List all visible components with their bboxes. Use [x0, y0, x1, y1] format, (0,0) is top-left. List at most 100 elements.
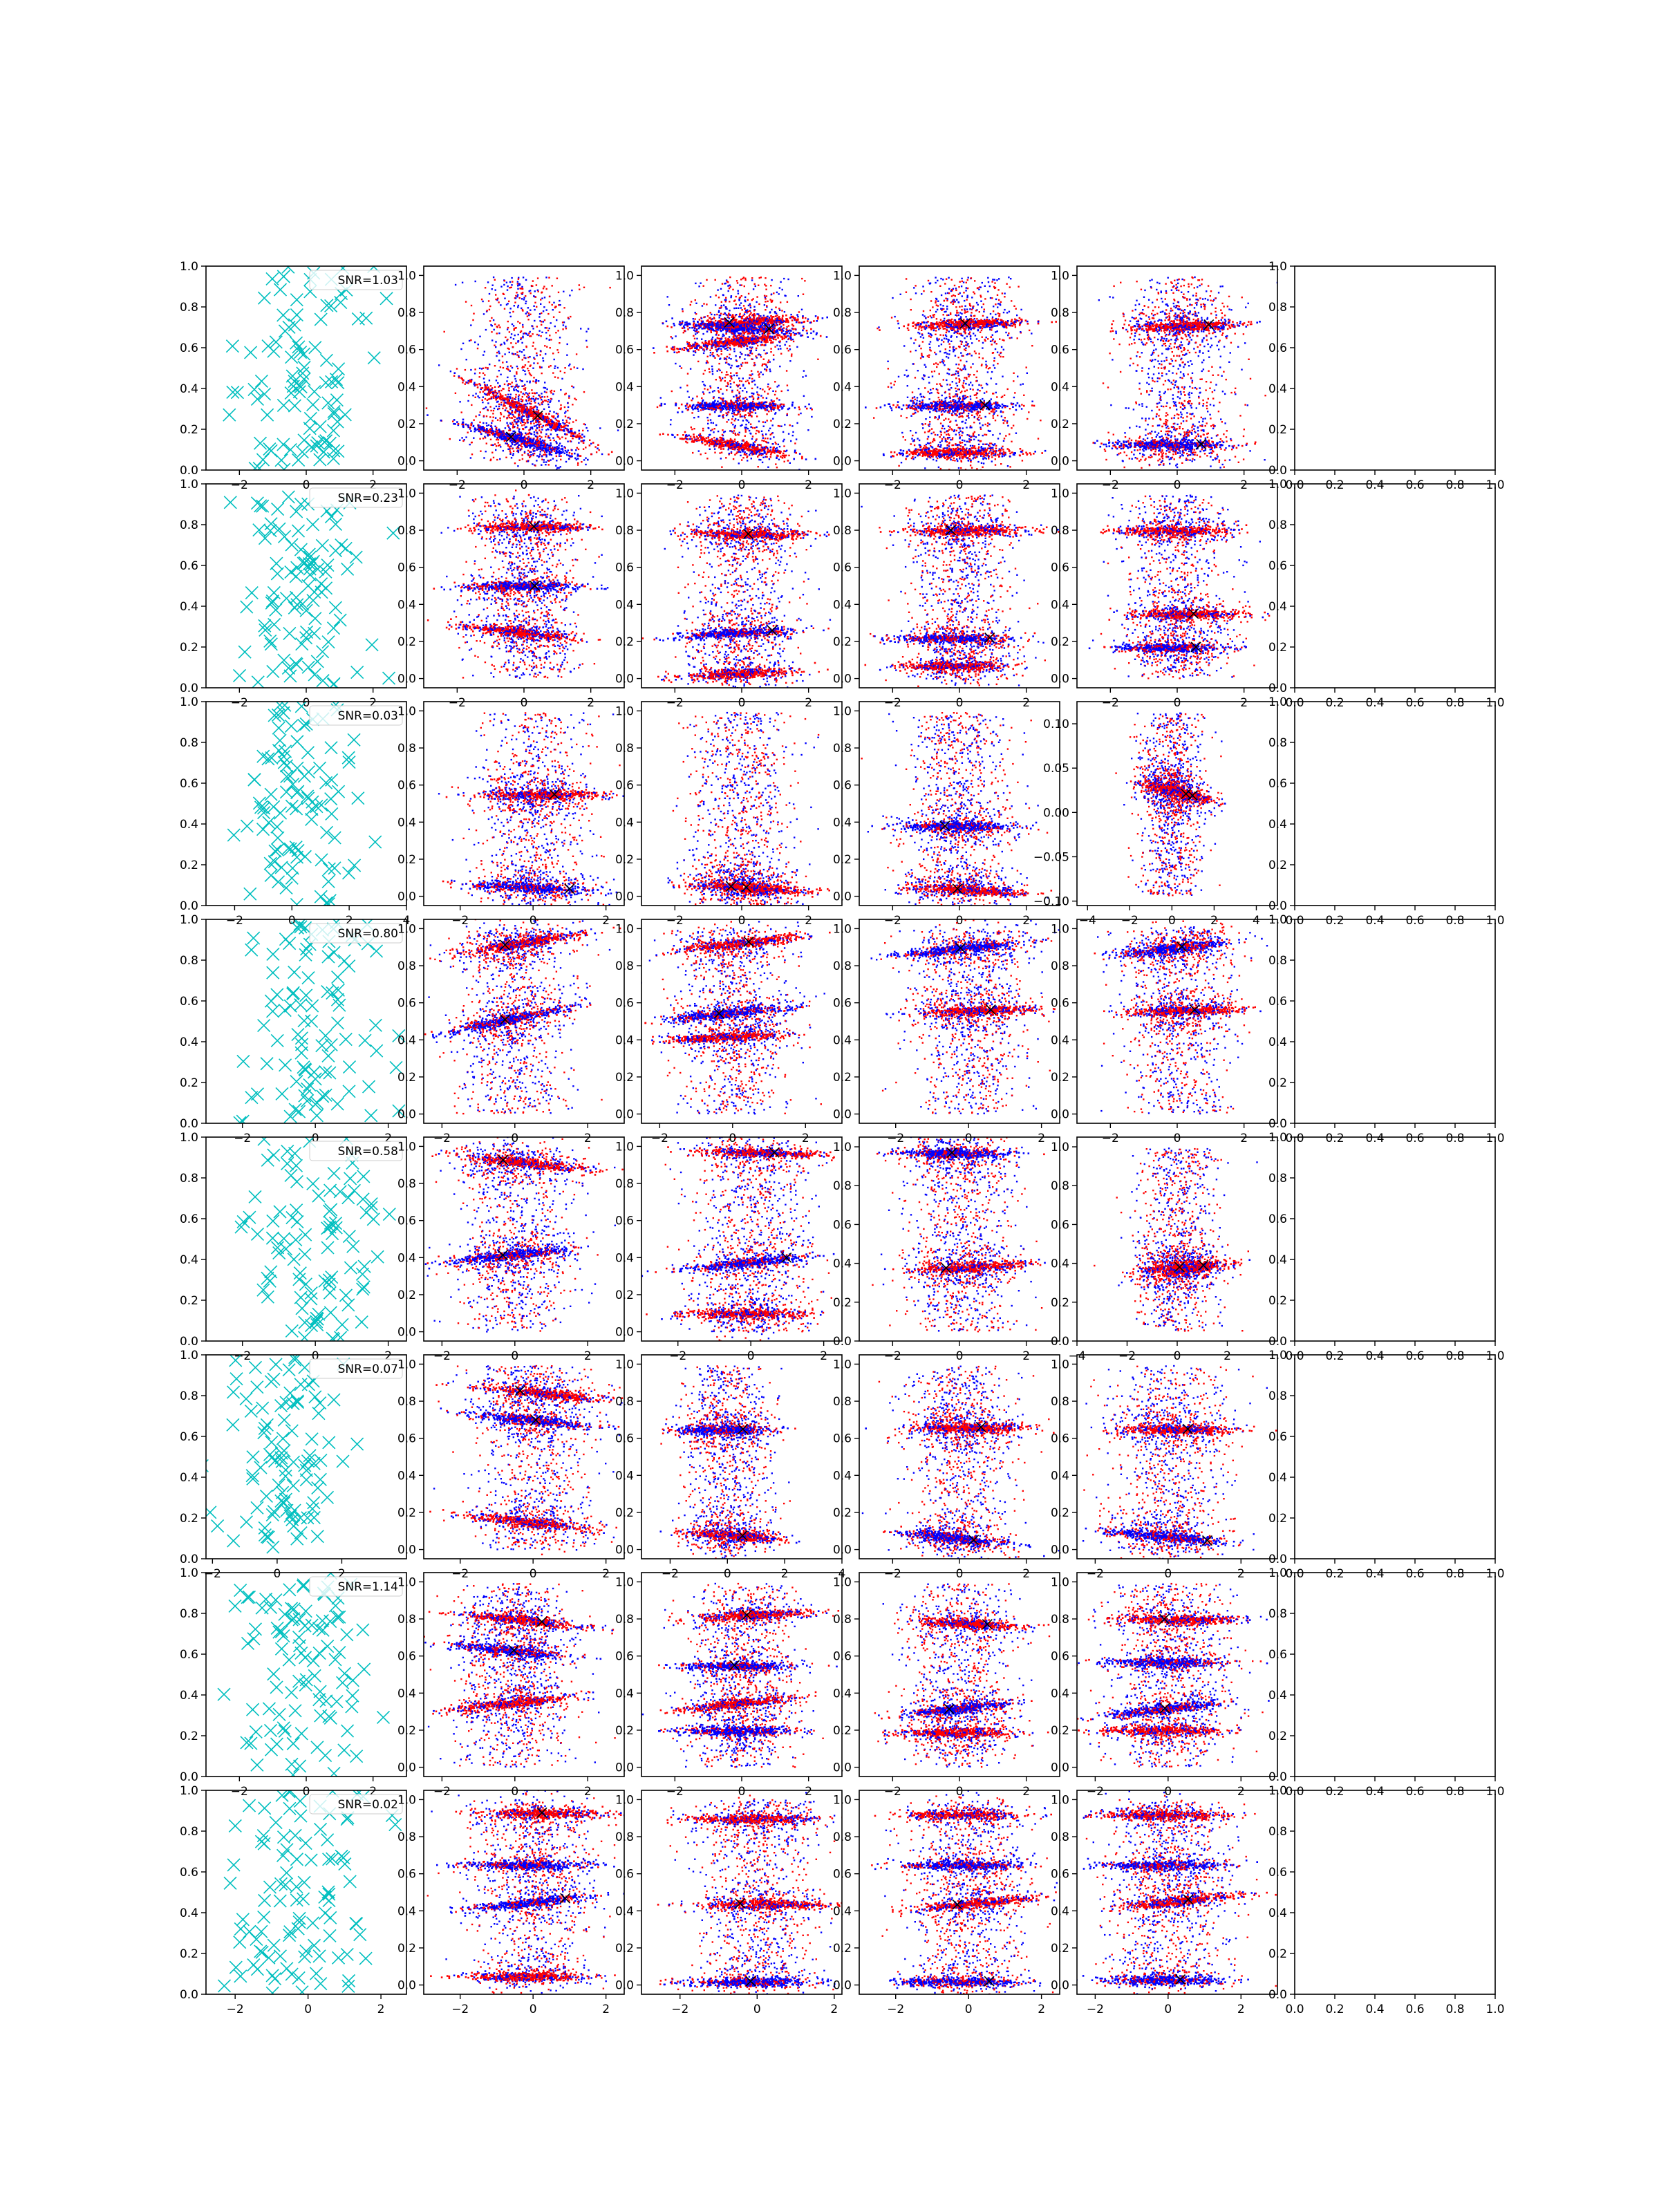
scatter-point — [491, 331, 492, 332]
scatter-point — [812, 338, 814, 339]
scatter-point — [785, 344, 786, 346]
scatter-point — [703, 353, 704, 354]
scatter-point — [532, 333, 533, 335]
band-point — [490, 428, 492, 430]
band-point — [538, 447, 541, 449]
scatter-point — [735, 418, 736, 420]
scatter-point — [739, 297, 740, 299]
scatter-point — [554, 451, 555, 452]
y-tick-label: 1.0 — [397, 269, 416, 283]
scatter-point — [577, 368, 578, 369]
cyan-x-marker — [314, 420, 326, 433]
scatter-point — [510, 394, 512, 395]
scatter-point — [749, 305, 751, 306]
scatter-point — [542, 357, 543, 359]
scatter-point — [521, 424, 523, 426]
scatter-point — [571, 386, 572, 387]
scatter-point — [525, 373, 526, 375]
scatter-point — [505, 427, 506, 429]
scatter-point — [541, 312, 542, 314]
scatter-point — [549, 296, 550, 297]
band-point — [788, 330, 790, 332]
band-point — [485, 388, 487, 390]
scatter-point — [522, 288, 523, 290]
cyan-x-marker — [255, 375, 268, 387]
scatter-point — [585, 447, 586, 448]
scatter-point — [707, 420, 709, 421]
scatter-point — [714, 314, 715, 315]
band-point — [546, 444, 548, 447]
x-tick-label: −2 — [449, 478, 466, 492]
scatter-point — [462, 282, 463, 283]
scatter-point — [718, 312, 720, 313]
scatter-point — [552, 309, 554, 310]
scatter-point — [548, 366, 550, 368]
scatter-point — [541, 404, 543, 405]
scatter-point — [559, 442, 561, 444]
band-point — [796, 314, 798, 316]
band-point — [735, 319, 738, 321]
scatter-point — [770, 340, 771, 341]
scatter-point — [753, 362, 755, 364]
band-point — [521, 443, 523, 445]
band-point — [521, 441, 523, 443]
scatter-point — [744, 279, 746, 281]
scatter-point — [522, 310, 523, 311]
scatter-point — [704, 388, 705, 389]
band-point — [509, 409, 512, 411]
scatter-point — [718, 397, 720, 398]
band-point — [572, 435, 574, 437]
scatter-point — [500, 374, 501, 375]
scatter-point — [538, 330, 540, 332]
scatter-point — [471, 442, 473, 443]
band-point — [796, 321, 798, 324]
scatter-point — [728, 290, 729, 292]
scatter-point — [779, 310, 780, 311]
band-point — [731, 330, 733, 332]
scatter-point — [574, 398, 575, 400]
band-point — [580, 435, 582, 438]
scatter-point — [791, 353, 792, 355]
scatter-point — [528, 332, 529, 334]
scatter-point — [545, 461, 547, 462]
scatter-point — [670, 419, 671, 420]
scatter-point — [505, 457, 507, 458]
scatter-point — [721, 305, 722, 306]
scatter-point — [516, 447, 517, 449]
scatter-point — [530, 406, 532, 407]
scatter-point — [582, 368, 583, 370]
scatter-point — [715, 304, 716, 306]
scatter-point — [535, 422, 536, 423]
scatter-point — [456, 368, 458, 369]
band-point — [542, 449, 544, 451]
scatter-point — [703, 285, 704, 287]
band-point — [803, 326, 805, 328]
band-point — [526, 406, 528, 409]
scatter-point — [521, 412, 523, 413]
band-point — [788, 338, 790, 340]
band-point — [467, 424, 469, 427]
scatter-point — [718, 390, 719, 391]
scatter-point — [760, 388, 761, 389]
scatter-point — [504, 298, 505, 299]
scatter-point — [771, 433, 772, 434]
scatter-point — [533, 398, 534, 400]
scatter-point — [534, 406, 535, 408]
scatter-point — [559, 438, 561, 440]
scatter-point — [556, 467, 558, 469]
scatter-point — [498, 324, 499, 326]
scatter-point — [765, 438, 766, 439]
scatter-point — [697, 416, 699, 418]
scatter-point — [720, 388, 722, 390]
scatter-point — [537, 277, 538, 279]
scatter-point — [749, 310, 750, 312]
cyan-x-marker — [320, 354, 332, 366]
scatter-point — [545, 387, 546, 388]
scatter-point — [722, 377, 723, 379]
band-point — [747, 337, 749, 339]
band-point — [534, 445, 536, 447]
scatter-point — [571, 449, 572, 451]
scatter-point — [557, 413, 559, 415]
scatter-point — [769, 361, 771, 362]
band-point — [535, 411, 537, 413]
